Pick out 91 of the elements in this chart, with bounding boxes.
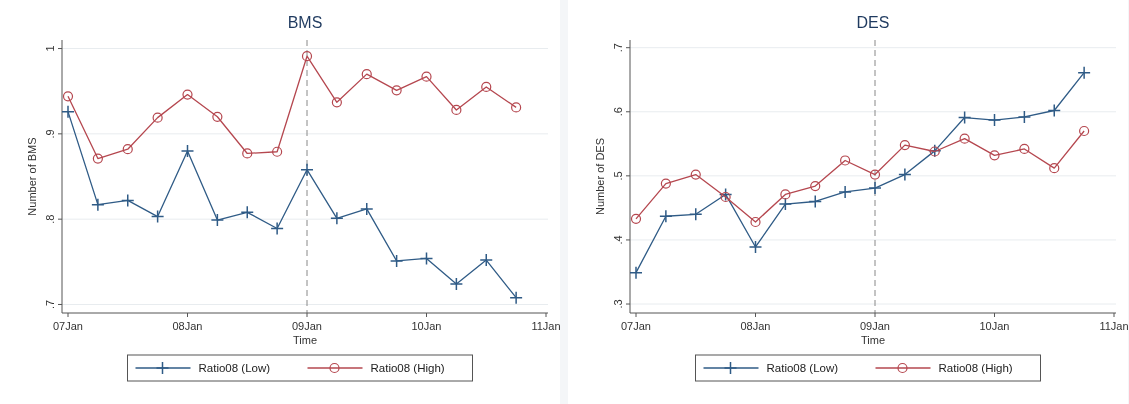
point	[91, 197, 105, 212]
point	[720, 191, 731, 203]
point	[748, 240, 763, 254]
y-tick-label: 1	[44, 45, 56, 52]
y-tick-label: .7	[44, 299, 56, 310]
point	[1017, 110, 1032, 124]
point	[242, 148, 253, 159]
point	[750, 216, 761, 228]
point	[1047, 103, 1061, 118]
point	[210, 213, 225, 227]
y-tick-label: .9	[44, 129, 56, 139]
point	[868, 181, 882, 195]
x-tick-label: 09Jan	[292, 320, 322, 332]
point	[987, 113, 1002, 127]
y-tick-label: .8	[44, 214, 56, 224]
x-tick-label: 11Jan	[531, 320, 561, 332]
point	[660, 178, 671, 189]
x-tick-label: 10Jan	[979, 320, 1010, 332]
point	[957, 110, 972, 125]
point	[810, 181, 821, 192]
x-tick-label: 08Jan	[172, 320, 203, 332]
legend-label: Ratio08 (Low)	[198, 362, 271, 374]
chart-title: BMS	[287, 14, 323, 31]
point	[1019, 143, 1030, 155]
point	[629, 265, 643, 280]
point	[869, 169, 881, 180]
point	[511, 102, 522, 113]
point	[630, 213, 642, 224]
point	[1077, 65, 1091, 80]
point	[1079, 125, 1090, 137]
point	[391, 85, 402, 96]
point	[808, 194, 822, 209]
point	[270, 221, 284, 236]
point	[838, 185, 852, 199]
point	[840, 155, 851, 166]
point	[689, 207, 703, 222]
x-tick-label: 07Jan	[621, 320, 651, 332]
point	[331, 97, 342, 108]
point	[449, 277, 464, 291]
point	[300, 162, 314, 177]
point	[272, 146, 283, 157]
point	[659, 209, 673, 223]
point	[419, 251, 434, 266]
y-tick-label: .3	[612, 299, 624, 309]
x-tick-label: 07Jan	[53, 320, 83, 332]
point	[62, 91, 74, 102]
point	[451, 104, 462, 116]
y-tick-label: .7	[612, 43, 624, 53]
point	[421, 71, 432, 82]
point	[509, 290, 523, 305]
y-tick-label: .4	[612, 235, 624, 245]
point	[989, 150, 1000, 161]
point	[182, 89, 193, 100]
x-tick-label: 10Jan	[411, 320, 442, 332]
point	[1049, 163, 1060, 174]
x-tick-label: 11Jan	[1099, 320, 1129, 332]
legend-label: Ratio08 (Low)	[766, 362, 839, 374]
x-tick-label: 09Jan	[860, 320, 890, 332]
point	[481, 81, 492, 93]
x-axis-title: Time	[292, 334, 318, 346]
y-axis-title: Number of BMS	[26, 137, 38, 216]
point	[718, 187, 733, 202]
point	[361, 69, 372, 80]
y-axis-title: Number of DES	[594, 137, 606, 216]
point	[152, 112, 163, 123]
point	[212, 111, 223, 122]
point	[389, 254, 404, 268]
chart-title: DES	[856, 14, 890, 31]
point	[898, 167, 912, 182]
y-tick-label: .6	[612, 107, 624, 117]
point	[330, 211, 344, 226]
point	[479, 253, 493, 267]
point	[360, 202, 374, 216]
x-tick-label: 08Jan	[740, 320, 771, 332]
point	[122, 144, 133, 155]
point	[780, 189, 791, 200]
legend-label: Ratio08 (High)	[938, 362, 1013, 374]
point	[690, 169, 701, 180]
point	[240, 205, 254, 220]
point	[92, 153, 103, 164]
point	[778, 197, 793, 211]
point	[899, 140, 910, 151]
point	[301, 51, 313, 62]
point	[959, 133, 970, 144]
point	[180, 144, 195, 158]
legend-label: Ratio08 (High)	[370, 362, 445, 374]
point	[61, 104, 75, 119]
point	[121, 193, 135, 208]
point	[150, 209, 165, 224]
x-axis-title: Time	[860, 334, 886, 346]
y-tick-label: .5	[612, 171, 624, 181]
